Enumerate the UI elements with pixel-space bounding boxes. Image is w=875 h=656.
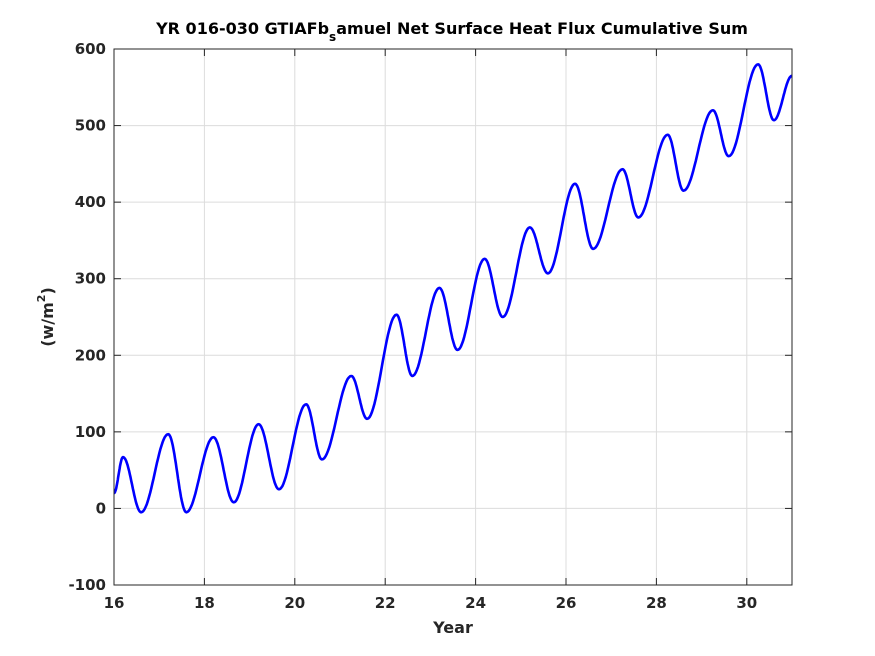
y-tick-label: 100 (75, 423, 106, 441)
y-axis-title: (w/m2) (35, 287, 57, 347)
y-tick-label: 500 (75, 117, 106, 135)
y-tick-labels: -100 0 100 200 300 400 500 600 (68, 40, 106, 594)
x-tick-label: 18 (194, 594, 215, 612)
chart-title-prefix: YR 016-030 GTIAFb (155, 19, 329, 38)
y-axis-title-close: ) (38, 287, 57, 294)
plot-frame (113, 48, 793, 586)
y-axis-title-base: (w/m (38, 302, 57, 347)
x-tick-label: 20 (284, 594, 305, 612)
y-tick-label: -100 (68, 576, 106, 594)
x-tick-label: 16 (104, 594, 125, 612)
grid (113, 48, 792, 586)
series-layer (113, 63, 793, 514)
x-tick-labels: 16 18 20 22 24 26 28 30 (104, 594, 758, 612)
y-tick-label: 200 (75, 346, 106, 364)
x-axis-title: Year (432, 618, 473, 637)
x-tick-label: 30 (736, 594, 757, 612)
y-tick-label: 300 (75, 270, 106, 288)
ticks (113, 48, 792, 586)
plot-area (114, 49, 792, 585)
series-line (113, 63, 793, 514)
x-tick-label: 28 (646, 594, 667, 612)
y-tick-label: 400 (75, 193, 106, 211)
y-tick-label: 0 (96, 499, 106, 517)
chart-title: YR 016-030 GTIAFbsamuel Net Surface Heat… (155, 19, 748, 44)
y-tick-label: 600 (75, 40, 106, 58)
chart-title-subscript: s (329, 30, 336, 44)
x-tick-label: 26 (556, 594, 577, 612)
y-axis-title-superscript: 2 (35, 295, 48, 303)
chart-title-suffix: amuel Net Surface Heat Flux Cumulative S… (336, 19, 748, 38)
x-tick-label: 24 (465, 594, 486, 612)
x-tick-label: 22 (375, 594, 396, 612)
